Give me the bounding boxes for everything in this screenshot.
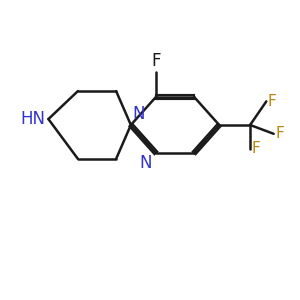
Text: F: F <box>275 126 284 141</box>
Text: F: F <box>252 141 260 156</box>
Text: N: N <box>140 154 152 172</box>
Text: N: N <box>132 106 145 124</box>
Text: HN: HN <box>20 110 45 128</box>
Text: F: F <box>268 94 277 109</box>
Text: F: F <box>151 52 160 70</box>
